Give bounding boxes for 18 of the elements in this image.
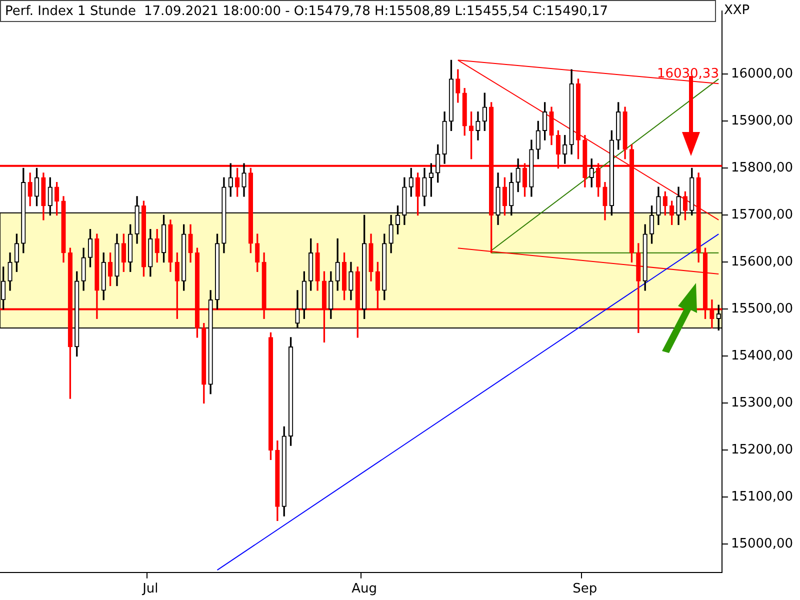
y-tick-label: 16000,00: [730, 66, 793, 82]
y-axis-title: XXP: [724, 3, 750, 18]
y-tick-label: 15400,00: [730, 348, 793, 364]
y-tick-label: 15700,00: [730, 208, 793, 223]
annotation: 16030,33: [656, 66, 719, 82]
y-tick-label: 15000,00: [730, 536, 793, 552]
chart-title: Perf. Index 1 Stunde: [5, 4, 136, 19]
y-tick-label: 15600,00: [730, 254, 793, 270]
chart-subtitle: 17.09.2021 18:00:00 - O:15479,78 H:15508,89 L:15455,54 C:15490,17: [144, 4, 608, 19]
y-tick-label: 15500,00: [730, 302, 793, 317]
x-tick-label: Sep: [572, 582, 598, 597]
x-tick-label: Jul: [142, 582, 158, 597]
y-tick-label: 15100,00: [730, 490, 793, 505]
y-tick-label: 15300,00: [730, 396, 793, 411]
y-tick-label: 15800,00: [730, 160, 793, 176]
y-tick-label: 15900,00: [730, 114, 793, 129]
x-tick-label: Aug: [352, 582, 378, 597]
y-tick-label: 15200,00: [730, 442, 793, 458]
